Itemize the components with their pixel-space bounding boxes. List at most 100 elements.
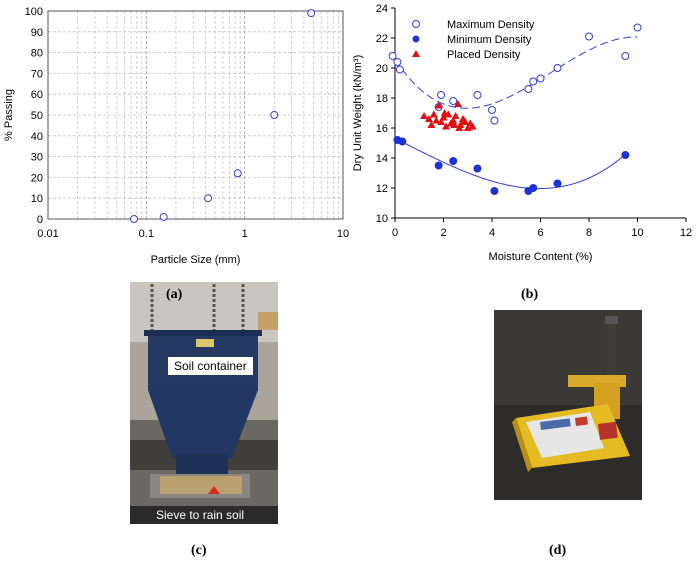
y-tick-label: 100 [25,6,43,18]
x-tick-label: 10 [631,227,643,239]
max-density-point [473,91,482,99]
min-density-point [449,157,458,165]
placed-density-point [451,112,460,119]
max-density-point [490,116,499,125]
placed-density-point [460,116,469,124]
min-density-point [398,137,407,146]
min-density-trend [394,138,626,190]
max-density-point [437,91,446,99]
y-tick-label: 20 [31,172,43,184]
max-density-point [395,65,404,74]
data-point [233,169,242,178]
max-density-point [621,52,630,60]
plot-frame [47,10,344,220]
y-tick-label: 12 [376,183,388,195]
max-density-point [449,97,458,105]
photo-c-soil-container [130,282,278,524]
placed-density-point [437,118,446,125]
x-tick-label: 12 [680,227,692,239]
data-point [204,194,213,203]
min-density-point [490,187,499,195]
chart-a-particle-size: 0 10 20 30 40 50 60 70 80 90 100 0.01 0.1 1 10 Particle… [3,6,349,266]
y-tick-label: 14 [376,153,388,165]
max-density-point [633,23,642,32]
placed-density-point [420,112,429,119]
x-axis-title: Particle Size (mm) [151,254,241,266]
photo-d-density-gauge [494,310,642,500]
legend-marker-min [412,35,420,43]
placed-density-point [455,124,464,131]
x-tick-label: 10 [337,228,349,240]
photo-c-label-bottom: Sieve to rain soil [156,508,245,522]
y-tick-label: 30 [31,152,43,164]
legend-marker-placed [412,50,420,57]
y-tick-label: 10 [376,213,388,225]
y-tick-label: 60 [31,89,43,101]
caption-c: (c) [191,543,207,558]
x-tick-label: 6 [537,227,543,239]
legend-label-placed: Placed Density [447,49,521,61]
max-density-point [524,85,533,93]
y-axis-title: % Passing [3,89,15,141]
placed-density-point [440,109,449,116]
y-tick-label: 10 [31,193,43,205]
x-tick-label: 0.01 [37,228,58,240]
legend-label-min: Minimum Density [447,34,532,46]
y-axis-title: Dry Unit Weight (kN/m³) [352,55,364,172]
y-tick-label: 50 [31,110,43,122]
min-density-point [553,179,562,188]
legend-label-max: Maximum Density [447,19,535,31]
placed-density-point [454,100,463,107]
placed-density-point [468,122,477,130]
placed-density-point [427,121,436,128]
min-density-point [621,151,630,159]
placed-density-point [432,116,441,124]
x-tick-label: 4 [489,227,495,239]
y-tick-label: 16 [376,123,388,135]
max-density-point [553,64,562,72]
placed-density-point [441,122,450,130]
x-tick-label: 1 [242,228,248,240]
y-tick-label: 70 [31,68,43,80]
max-density-trend [394,36,638,109]
placed-density-point [449,116,458,124]
data-point [270,111,279,119]
min-density-point [473,164,482,173]
x-tick-label: 0 [392,227,398,239]
caption-b: (b) [521,287,539,302]
y-tick-label: 24 [376,3,388,15]
y-tick-label: 20 [376,63,388,75]
caption-d: (d) [549,543,567,558]
y-tick-label: 80 [31,48,43,60]
y-tick-label: 90 [31,27,43,39]
placed-density-point [439,113,448,121]
max-density-point [536,74,545,83]
max-density-point [488,106,496,114]
placed-density-point [429,110,438,118]
x-tick-label: 8 [586,227,592,239]
y-tick-label: 40 [31,131,43,143]
x-axis-title: Moisture Content (%) [489,251,593,263]
x-tick-label: 0.1 [139,228,154,240]
data-point [130,215,139,223]
legend-marker-max [412,20,420,28]
data-point [307,9,316,18]
min-density-point [529,184,538,192]
data-point [159,212,168,221]
photo-c-label-top: Soil container [168,357,253,375]
max-density-point [585,32,593,41]
min-density-point [434,161,443,170]
caption-a: (a) [166,287,183,302]
y-tick-label: 22 [376,33,388,45]
y-tick-label: 18 [376,93,388,105]
max-density-point [388,52,397,60]
x-tick-label: 2 [440,227,446,239]
placed-density-point [424,115,433,122]
max-density-point [529,77,538,86]
placed-density-point [450,121,459,128]
y-tick-label: 0 [37,214,43,226]
max-density-point [393,58,402,66]
placed-density-point [434,101,443,109]
